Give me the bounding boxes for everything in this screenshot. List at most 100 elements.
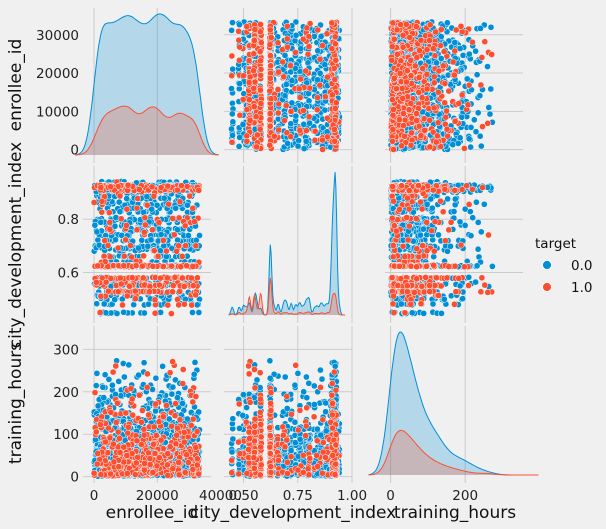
scatter-point [429,45,437,53]
scatter-point [250,67,257,75]
scatter-point [281,92,289,100]
scatter-point [297,75,304,83]
scatter-point [437,26,445,33]
scatter-point [300,145,308,152]
scatter-point [444,132,451,140]
scatter-point [257,21,264,28]
scatter-point [256,125,264,133]
scatter-point [165,200,172,208]
scatter-point [160,194,168,202]
scatter-point [250,37,258,44]
scatter-point [467,124,475,131]
scatter-point [93,300,101,308]
scatter-point [257,86,264,94]
scatter-point [133,226,141,234]
scatter-point [481,38,489,46]
scatter-point [469,38,476,46]
scatter-point [487,23,495,31]
scatter-point [93,228,101,236]
scatter-point [434,132,441,140]
scatter-point [399,31,407,39]
scatter-point [235,143,243,150]
y-label-enrollee-id: enrollee_id [6,39,26,132]
scatter-point [246,73,254,81]
scatter-point [397,21,405,28]
scatter-point [275,126,283,134]
scatter-point [287,133,295,141]
y-tick-label: 0 [70,143,79,159]
scatter-point [303,127,310,134]
scatter-point [150,192,158,200]
scatter-point [240,72,247,80]
scatter-point [464,101,472,109]
scatter-point [228,85,235,92]
scatter-point [390,146,397,153]
scatter-point [467,143,474,151]
scatter-point [330,65,338,72]
scatter-point [486,110,494,118]
scatter-point [316,55,324,63]
scatter-point [399,43,407,51]
x-tick-label: 1.00 [337,488,367,504]
x-tick-label: 0.75 [283,488,313,504]
scatter-point [443,107,450,115]
scatter-point [228,27,235,34]
scatter-point [439,62,447,70]
scatter-point [295,85,303,93]
x-tick-label: 20000 [136,488,179,504]
scatter-point [267,34,275,41]
scatter-point [292,49,299,56]
scatter-point [418,94,426,101]
scatter-point [477,25,484,32]
scatter-point [297,45,305,52]
scatter-point [275,100,283,108]
scatter-point [100,252,108,260]
scatter-point [113,310,121,317]
scatter-point [396,70,404,77]
scatter-point [299,35,307,43]
scatter-point [236,43,244,51]
scatter-point [487,85,495,93]
panel-city_development_index-vs-city_development_index [243,166,353,323]
scatter-point [284,140,291,147]
scatter-point [250,103,258,110]
scatter-point [306,84,314,92]
scatter-point [267,52,274,60]
scatter-point [317,33,325,40]
scatter-point [266,122,274,130]
scatter-point [407,56,415,64]
scatter-point [185,232,192,239]
scatter-point [274,109,282,117]
scatter-point [304,50,312,58]
scatter-point [311,127,319,135]
scatter-point [433,59,440,67]
scatter-point [266,116,274,124]
scatter-point [236,111,244,119]
scatter-point [437,42,444,49]
scatter-point [115,198,123,206]
scatter-point [287,108,295,115]
scatter-point [122,236,129,244]
scatter-point [445,87,453,95]
scatter-point [400,122,407,129]
scatter-point [100,300,108,308]
scatter-point [443,125,451,133]
scatter-point [407,141,415,149]
y-tick-label: 10000 [36,104,79,120]
scatter-point [228,72,236,80]
scatter-point [111,296,119,303]
scatter-point [169,288,176,296]
scatter-point [305,113,313,121]
scatter-point [319,146,326,153]
scatter-point [305,90,312,97]
scatter-point [280,73,288,81]
y-tick-label: 0.8 [58,212,79,228]
scatter-point [405,106,413,114]
scatter-point [442,113,450,121]
scatter-point [390,106,397,113]
scatter-point [141,309,148,317]
scatter-point [245,96,253,104]
scatter-point [236,56,243,64]
scatter-point [253,143,260,151]
scatter-point [406,34,414,41]
